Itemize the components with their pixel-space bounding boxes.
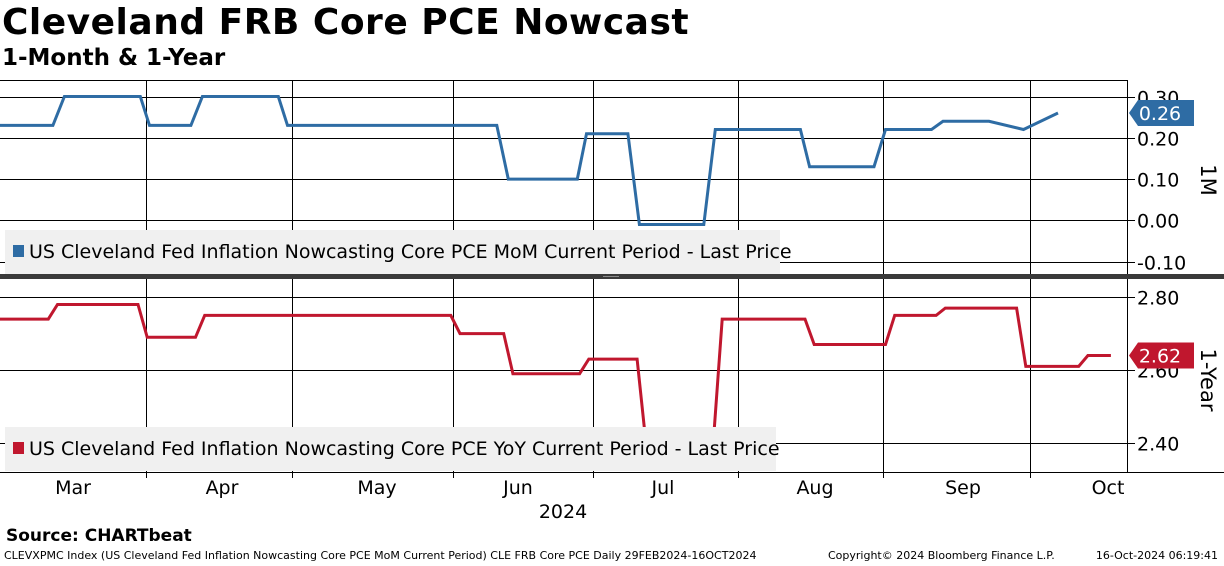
ytick-label-yoy: 2.80 bbox=[1137, 288, 1179, 310]
legend-yoy: US Cleveland Fed Inflation Nowcasting Co… bbox=[5, 427, 780, 471]
source-note: Source: CHARTbeat bbox=[6, 526, 192, 546]
legend-mom: US Cleveland Fed Inflation Nowcasting Co… bbox=[5, 230, 792, 274]
chart-title: Cleveland FRB Core PCE Nowcast bbox=[2, 2, 690, 43]
legend-yoy-background bbox=[5, 427, 776, 471]
ytick-label-mom: 0.10 bbox=[1137, 170, 1179, 192]
x-tick-label: Apr bbox=[206, 477, 239, 499]
legend-mom-background bbox=[5, 230, 780, 274]
legend-mom-swatch bbox=[13, 245, 24, 257]
ylabel-1m: 1M bbox=[1196, 164, 1220, 195]
footer-bar: CLEVXPMC Index (US Cleveland Fed Inflati… bbox=[0, 549, 1224, 565]
last-value-label-mom: 0.26 bbox=[1139, 103, 1181, 125]
footer-copyright: Copyright© 2024 Bloomberg Finance L.P. bbox=[828, 549, 1055, 562]
x-tick-label: Aug bbox=[796, 477, 833, 499]
legend-yoy-label: US Cleveland Fed Inflation Nowcasting Co… bbox=[29, 438, 780, 460]
x-tick-label: Jun bbox=[502, 477, 533, 499]
ytick-label-mom: 0.00 bbox=[1137, 211, 1179, 233]
series-line-yoy bbox=[0, 303, 1111, 448]
panel-divider-grip bbox=[603, 276, 619, 277]
footer-index-info: CLEVXPMC Index (US Cleveland Fed Inflati… bbox=[4, 549, 757, 562]
axis-label-layer: 1M 1-Year 2024 -0.100.000.100.200.302.40… bbox=[55, 88, 1220, 524]
x-year-label: 2024 bbox=[539, 501, 587, 523]
last-value-tag-yoy bbox=[1129, 342, 1194, 369]
ytick-label-yoy: 2.40 bbox=[1137, 434, 1179, 456]
x-tick-label: Jul bbox=[651, 477, 675, 499]
x-tick-label: Sep bbox=[945, 477, 981, 499]
ytick-label-mom: -0.10 bbox=[1137, 253, 1186, 275]
x-tick-label: May bbox=[357, 477, 396, 499]
frame-layer bbox=[0, 80, 1224, 473]
ylabel-1-year: 1-Year bbox=[1196, 349, 1220, 412]
tag-layer: 0.26 2.62 bbox=[1129, 100, 1194, 369]
footer-timestamp: 16-Oct-2024 06:19:41 bbox=[1095, 549, 1218, 562]
ytick-label-mom: 0.20 bbox=[1137, 129, 1179, 151]
x-tick-label: Mar bbox=[55, 477, 91, 499]
legend-yoy-swatch bbox=[13, 442, 24, 454]
last-value-tag-mom bbox=[1129, 100, 1194, 127]
chart-subtitle: 1-Month & 1-Year bbox=[2, 45, 226, 71]
series-line-mom bbox=[0, 95, 1059, 226]
x-tick-label: Oct bbox=[1092, 477, 1125, 499]
series-layer bbox=[0, 95, 1111, 448]
last-value-label-yoy: 2.62 bbox=[1139, 345, 1181, 367]
legend-mom-label: US Cleveland Fed Inflation Nowcasting Co… bbox=[29, 241, 792, 263]
